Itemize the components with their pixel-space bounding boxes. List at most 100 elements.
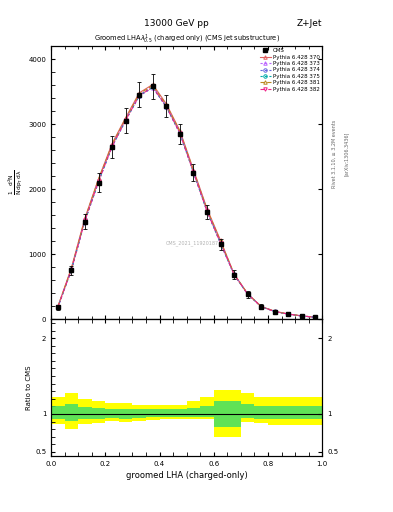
Pythia 6.428 382	[137, 93, 141, 99]
Pythia 6.428 370	[137, 90, 141, 96]
Pythia 6.428 373	[123, 117, 128, 123]
Pythia 6.428 381	[178, 129, 182, 135]
Pythia 6.428 375	[286, 311, 291, 317]
Pythia 6.428 374	[205, 208, 209, 214]
Pythia 6.428 373	[272, 309, 277, 315]
Pythia 6.428 370	[110, 140, 114, 146]
Line: Pythia 6.428 374: Pythia 6.428 374	[56, 85, 317, 319]
Pythia 6.428 381	[137, 91, 141, 97]
Pythia 6.428 382	[313, 314, 318, 321]
Pythia 6.428 382	[245, 291, 250, 297]
Pythia 6.428 382	[110, 143, 114, 150]
Pythia 6.428 382	[232, 271, 237, 278]
Pythia 6.428 370	[178, 127, 182, 134]
Pythia 6.428 374	[245, 291, 250, 297]
Pythia 6.428 373	[151, 84, 155, 91]
Pythia 6.428 375	[55, 304, 60, 310]
Pythia 6.428 381	[164, 102, 169, 108]
X-axis label: groomed LHA (charged-only): groomed LHA (charged-only)	[126, 471, 248, 480]
Pythia 6.428 374	[83, 217, 87, 223]
Pythia 6.428 373	[218, 241, 223, 247]
Pythia 6.428 375	[178, 130, 182, 136]
Title: Groomed LHA$\lambda^{1}_{0.5}$ (charged only) (CMS jet substructure): Groomed LHA$\lambda^{1}_{0.5}$ (charged …	[94, 33, 280, 46]
Pythia 6.428 381	[83, 216, 87, 222]
Pythia 6.428 375	[110, 143, 114, 150]
Pythia 6.428 370	[205, 205, 209, 211]
Pythia 6.428 382	[96, 178, 101, 184]
Line: Pythia 6.428 370: Pythia 6.428 370	[56, 83, 317, 319]
Pythia 6.428 374	[69, 266, 74, 272]
Pythia 6.428 370	[218, 238, 223, 244]
Pythia 6.428 375	[218, 240, 223, 246]
Pythia 6.428 375	[191, 169, 196, 176]
Pythia 6.428 370	[83, 215, 87, 221]
Pythia 6.428 373	[313, 314, 318, 321]
Pythia 6.428 381	[151, 82, 155, 89]
Pythia 6.428 375	[272, 308, 277, 314]
Text: CMS_2021_11920187: CMS_2021_11920187	[165, 240, 219, 246]
Pythia 6.428 373	[164, 104, 169, 110]
Line: Pythia 6.428 373: Pythia 6.428 373	[56, 86, 317, 319]
Pythia 6.428 373	[110, 144, 114, 150]
Pythia 6.428 381	[286, 311, 291, 317]
Pythia 6.428 381	[272, 308, 277, 314]
Pythia 6.428 370	[191, 166, 196, 173]
Text: Z+Jet: Z+Jet	[297, 19, 322, 28]
Pythia 6.428 375	[69, 267, 74, 273]
Text: 13000 GeV pp: 13000 GeV pp	[145, 19, 209, 28]
Pythia 6.428 381	[69, 266, 74, 272]
Pythia 6.428 381	[191, 167, 196, 174]
Pythia 6.428 382	[272, 308, 277, 314]
Pythia 6.428 382	[286, 311, 291, 317]
Pythia 6.428 374	[55, 304, 60, 310]
Pythia 6.428 370	[313, 314, 318, 321]
Pythia 6.428 370	[55, 304, 60, 310]
Pythia 6.428 374	[191, 168, 196, 175]
Pythia 6.428 375	[137, 93, 141, 99]
Line: Pythia 6.428 375: Pythia 6.428 375	[56, 86, 317, 319]
Pythia 6.428 382	[259, 304, 264, 310]
Pythia 6.428 374	[259, 304, 264, 310]
Pythia 6.428 381	[259, 304, 264, 310]
Pythia 6.428 374	[164, 103, 169, 109]
Pythia 6.428 370	[245, 291, 250, 297]
Pythia 6.428 374	[299, 313, 304, 319]
Pythia 6.428 382	[205, 208, 209, 215]
Pythia 6.428 374	[218, 240, 223, 246]
Pythia 6.428 374	[137, 92, 141, 98]
Pythia 6.428 370	[259, 304, 264, 310]
Pythia 6.428 373	[96, 179, 101, 185]
Pythia 6.428 373	[83, 218, 87, 224]
Pythia 6.428 370	[299, 313, 304, 319]
Pythia 6.428 382	[151, 84, 155, 90]
Pythia 6.428 373	[286, 311, 291, 317]
Pythia 6.428 382	[55, 304, 60, 310]
Pythia 6.428 370	[151, 81, 155, 88]
Pythia 6.428 382	[164, 103, 169, 110]
Pythia 6.428 375	[123, 117, 128, 123]
Pythia 6.428 370	[272, 308, 277, 314]
Pythia 6.428 375	[164, 104, 169, 110]
Pythia 6.428 382	[191, 169, 196, 175]
Pythia 6.428 382	[69, 267, 74, 273]
Pythia 6.428 374	[123, 117, 128, 123]
Pythia 6.428 373	[259, 304, 264, 310]
Pythia 6.428 370	[69, 265, 74, 271]
Pythia 6.428 374	[313, 314, 318, 321]
Pythia 6.428 375	[83, 218, 87, 224]
Text: Rivet 3.1.10, ≥ 3.2M events: Rivet 3.1.10, ≥ 3.2M events	[332, 119, 337, 188]
Pythia 6.428 375	[259, 304, 264, 310]
Pythia 6.428 373	[299, 313, 304, 319]
Pythia 6.428 381	[218, 239, 223, 245]
Pythia 6.428 370	[123, 115, 128, 121]
Pythia 6.428 381	[299, 313, 304, 319]
Pythia 6.428 375	[313, 314, 318, 321]
Pythia 6.428 382	[178, 130, 182, 136]
Pythia 6.428 381	[123, 116, 128, 122]
Pythia 6.428 373	[205, 208, 209, 215]
Pythia 6.428 374	[151, 83, 155, 90]
Pythia 6.428 370	[164, 101, 169, 107]
Pythia 6.428 381	[110, 141, 114, 147]
Pythia 6.428 373	[232, 272, 237, 278]
Pythia 6.428 373	[69, 267, 74, 273]
